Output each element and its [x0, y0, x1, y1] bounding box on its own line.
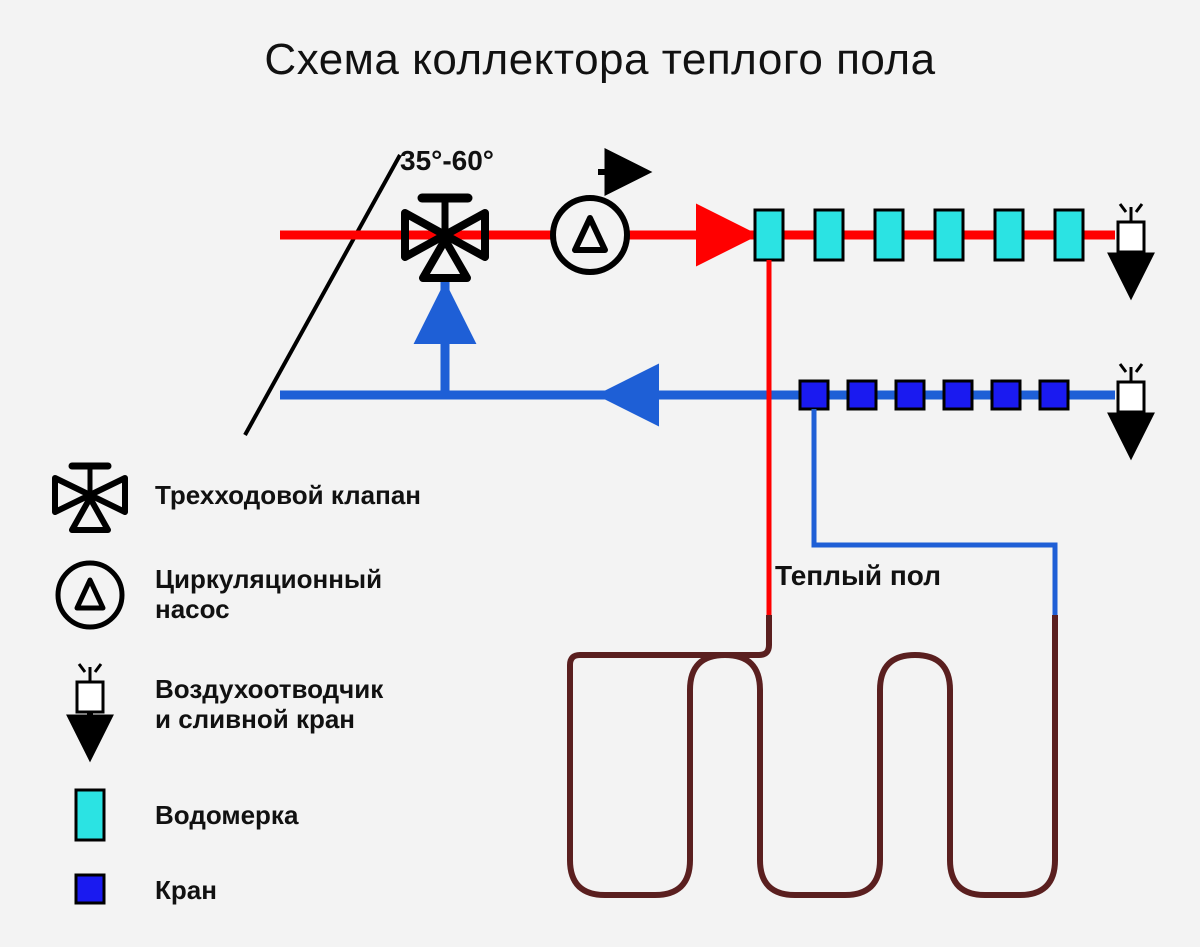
legend-3-label: Водомерка	[155, 800, 298, 831]
legend-0-label: Трехходовой клапан	[155, 480, 421, 511]
pump-symbol	[553, 198, 627, 272]
legend-valvebox-icon	[76, 875, 104, 903]
legend-airvent-icon	[77, 664, 103, 748]
air-vent-supply	[1118, 204, 1144, 286]
legend-4-label: Кран	[155, 875, 217, 906]
legend-flowmeter-icon	[76, 790, 104, 840]
legend-2-label: Воздухоотводчик и сливной кран	[155, 675, 383, 735]
legend-valve-icon	[55, 466, 125, 530]
air-vent-return	[1118, 364, 1144, 446]
legend-pump-icon	[58, 563, 122, 627]
diagram-stage: Схема коллектора теплого пола	[0, 0, 1200, 947]
temp-label: 35°-60°	[400, 145, 494, 177]
legend-1-label: Циркуляционный насос	[155, 565, 382, 625]
floor-label: Теплый пол	[775, 560, 941, 592]
floor-serpentine	[570, 615, 1055, 895]
